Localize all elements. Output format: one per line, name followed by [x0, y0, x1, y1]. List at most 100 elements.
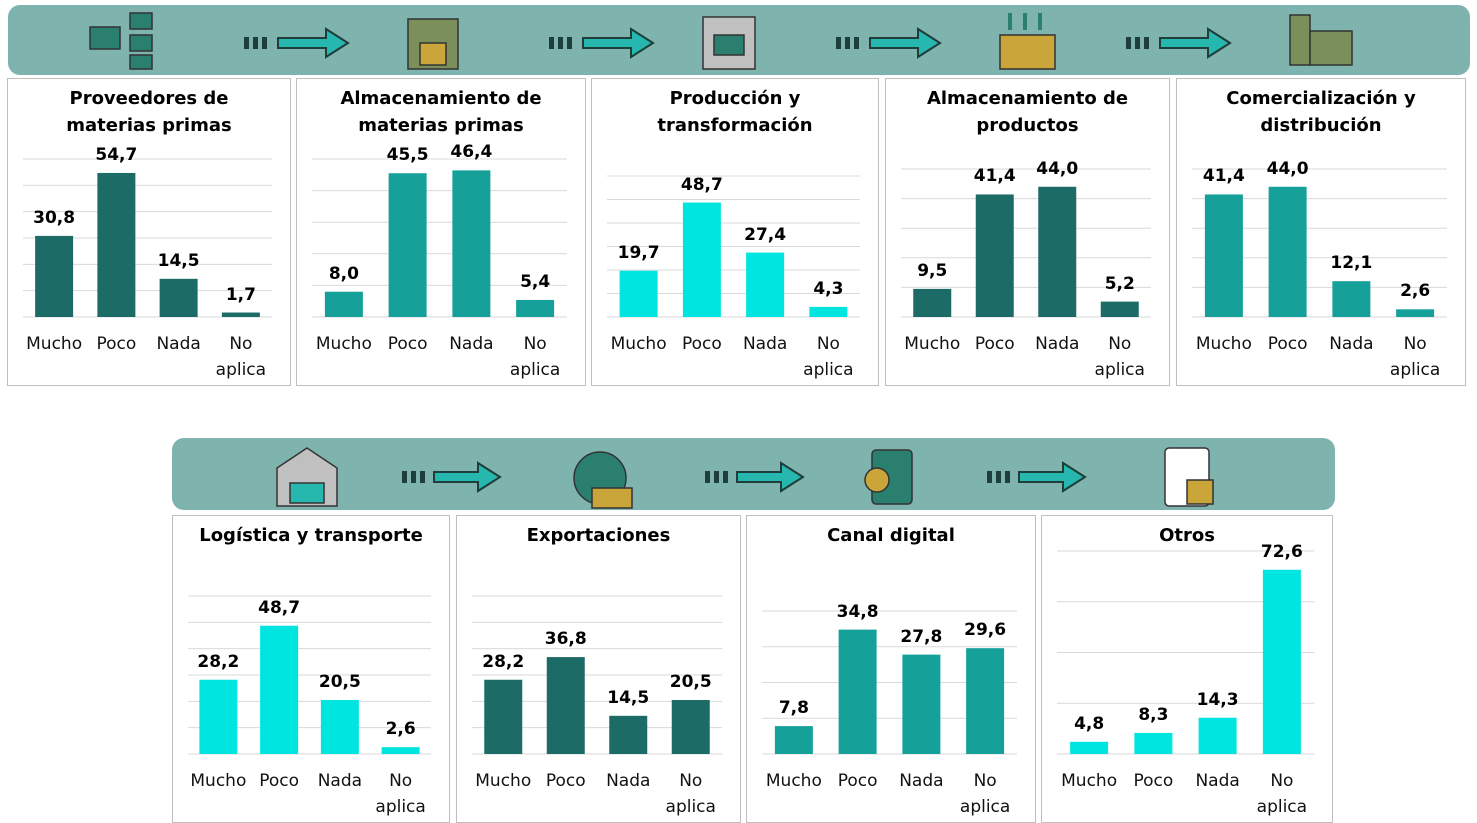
- x-tick-label: Mucho: [610, 334, 667, 354]
- chart: [472, 595, 722, 755]
- chart-title: Almacenamiento de materias primas: [340, 88, 542, 136]
- chart-title: Comercialización y distribución: [1226, 88, 1416, 136]
- value-label: 44,0: [1266, 158, 1309, 179]
- x-tick-label: Nada: [899, 771, 944, 791]
- chart: [762, 610, 1017, 755]
- x-tick-label: Nada: [449, 334, 494, 354]
- bar: [320, 700, 359, 754]
- chart-title: Exportaciones: [526, 525, 671, 546]
- bar: [388, 173, 427, 317]
- arrow-tails: [402, 471, 1010, 483]
- bar: [1204, 194, 1243, 317]
- bar: [1262, 569, 1301, 754]
- bar: [838, 629, 877, 754]
- chart: [1192, 168, 1447, 318]
- value-label: 14,3: [1196, 689, 1239, 710]
- x-tick-label: Nada: [606, 771, 651, 791]
- chart-panel: Producción y transformación 19,7 Mucho 48,7…: [591, 78, 879, 386]
- value-label: 5,2: [1104, 273, 1135, 294]
- x-tick-label: Poco: [974, 334, 1015, 354]
- value-label: 30,8: [33, 207, 76, 228]
- process-banner: [172, 438, 1335, 510]
- value-label: 28,2: [482, 651, 525, 672]
- x-tick-label: Nada: [1329, 334, 1374, 354]
- x-tick-label: Mucho: [1195, 334, 1252, 354]
- value-label: 12,1: [1330, 253, 1373, 274]
- value-label: 44,0: [1036, 158, 1079, 179]
- value-label: 2,6: [385, 719, 416, 740]
- value-label: 34,8: [836, 601, 879, 622]
- x-tick-label: No aplica: [959, 771, 1011, 817]
- x-tick-label: Poco: [1133, 771, 1174, 791]
- chart-title: Logística y transporte: [199, 525, 423, 546]
- x-tick-label: Poco: [387, 334, 428, 354]
- bar: [381, 747, 420, 754]
- bar: [1070, 741, 1109, 754]
- arrow-tails: [244, 37, 1149, 49]
- icons: [276, 447, 1214, 509]
- chart-panel: Canal digital 7,8 Mucho 34,8 Poco 27,8 Nada 29,…: [746, 515, 1036, 823]
- value-label: 8,3: [1138, 704, 1169, 725]
- banner-icons: [276, 447, 1214, 509]
- bar: [35, 235, 74, 317]
- value-label: 19,7: [617, 242, 660, 263]
- bar: [452, 170, 491, 317]
- banner-icons: [89, 12, 1353, 70]
- x-tick-label: Poco: [837, 771, 878, 791]
- value-label: 4,3: [813, 278, 844, 299]
- x-tick-label: No aplica: [803, 334, 854, 380]
- x-tick-label: Mucho: [765, 771, 822, 791]
- chart: [312, 158, 567, 318]
- x-tick-label: Poco: [259, 771, 300, 791]
- x-tick-label: Nada: [1035, 334, 1080, 354]
- bar: [1038, 186, 1077, 317]
- chart: [1057, 550, 1314, 755]
- bar: [97, 172, 136, 317]
- value-label: 41,4: [1202, 166, 1245, 187]
- chart-panel: Proveedores de materias primas 30,8 Mucho 5…: [7, 78, 291, 386]
- bar: [913, 288, 952, 317]
- bar: [975, 194, 1014, 317]
- chart: [607, 175, 860, 318]
- bar: [774, 726, 813, 754]
- bar: [902, 654, 941, 754]
- value-label: 20,5: [318, 672, 361, 693]
- chart-title: Canal digital: [827, 525, 955, 546]
- chart: [23, 158, 272, 318]
- value-label: 8,0: [328, 263, 359, 284]
- x-tick-label: Nada: [1195, 771, 1240, 791]
- value-label: 2,6: [1400, 281, 1431, 302]
- chart-title: Proveedores de materias primas: [66, 88, 232, 136]
- chart: [188, 595, 431, 755]
- value-label: 27,8: [900, 626, 943, 647]
- bar: [619, 270, 658, 317]
- chart-panel: Almacenamiento de materias primas 8,0 Much…: [296, 78, 586, 386]
- value-label: 46,4: [450, 142, 493, 163]
- x-tick-label: Mucho: [904, 334, 961, 354]
- chart-panel: Almacenamiento de productos 9,5 Mucho 41,4 P…: [885, 78, 1170, 386]
- value-label: 1,7: [225, 284, 256, 305]
- bar: [260, 625, 299, 754]
- bar: [1198, 717, 1237, 754]
- x-tick-label: No aplica: [1256, 771, 1308, 817]
- x-tick-label: Nada: [156, 334, 201, 354]
- value-label: 48,7: [680, 174, 723, 195]
- x-tick-label: Nada: [742, 334, 788, 354]
- chart-title: Producción y transformación: [657, 88, 813, 136]
- value-label: 5,4: [520, 271, 551, 292]
- bar: [484, 679, 523, 754]
- x-tick-label: Nada: [317, 771, 363, 791]
- bar: [609, 715, 648, 754]
- icons: [89, 12, 1353, 70]
- value-label: 48,7: [258, 597, 301, 618]
- value-label: 4,8: [1074, 713, 1105, 734]
- chart: [901, 168, 1151, 318]
- x-tick-label: Mucho: [315, 334, 372, 354]
- value-label: 7,8: [778, 698, 809, 719]
- bar: [1332, 281, 1371, 317]
- x-tick-label: No aplica: [215, 334, 267, 380]
- bar: [1100, 301, 1139, 317]
- value-label: 9,5: [917, 260, 948, 281]
- bar: [516, 299, 555, 317]
- bar: [1396, 309, 1435, 317]
